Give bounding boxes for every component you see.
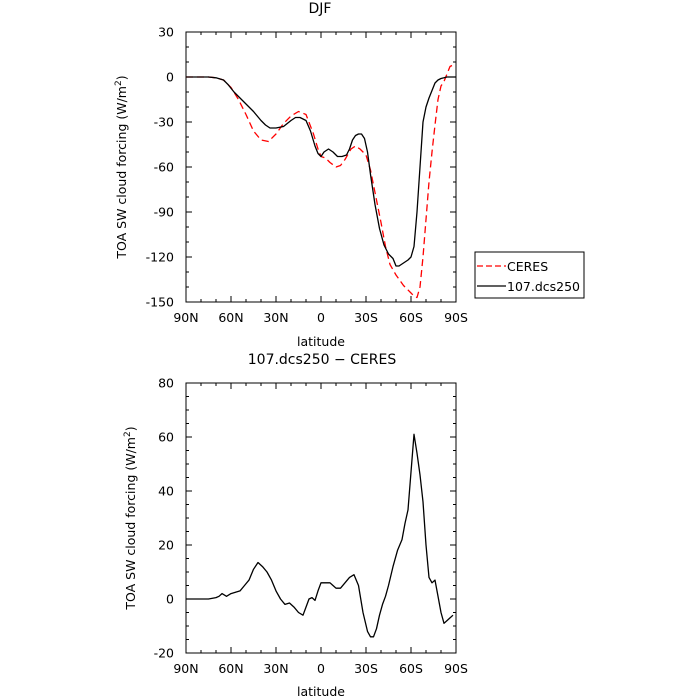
- bottom-y-tick-label: 80: [158, 376, 174, 391]
- top-panel: DJF 90N 60N 30N 0 30S 60S 90S 30 0 -30 -60 -90 -120…: [114, 1, 585, 349]
- bottom-plot-frame: [185, 382, 457, 654]
- top-x-tick-labels: 90N 60N 30N 0 30S 60S 90S: [173, 310, 468, 325]
- top-y-tick-label: -60: [154, 160, 174, 175]
- top-series-line-ceres: [186, 64, 454, 299]
- top-series-line-107-dcs250: [186, 76, 456, 267]
- bottom-axis-ticks: [185, 382, 457, 654]
- legend: CERES 107.dcs250: [474, 251, 585, 299]
- bottom-x-tick-label: 30S: [354, 661, 378, 676]
- legend-label-ceres: CERES: [507, 259, 548, 274]
- bottom-y-tick-label: 20: [158, 538, 174, 553]
- top-x-tick-label: 60S: [399, 310, 423, 325]
- top-y-tick-label: -150: [146, 295, 174, 310]
- bottom-x-tick-label: 60N: [218, 661, 243, 676]
- bottom-x-tick-label: 90N: [173, 661, 198, 676]
- top-y-tick-label: -120: [146, 250, 174, 265]
- top-chart-title: DJF: [309, 1, 332, 17]
- bottom-y-tick-label: -20: [154, 646, 174, 661]
- bottom-panel: 107.dcs250 − CERES 90N 60N 30N 0 30S 60S 90S 8…: [123, 352, 468, 699]
- bottom-chart-title: 107.dcs250 − CERES: [248, 352, 397, 368]
- top-y-tick-labels: 30 0 -30 -60 -90 -120 -150: [146, 25, 174, 310]
- bottom-x-tick-labels: 90N 60N 30N 0 30S 60S 90S: [173, 661, 468, 676]
- bottom-series-line-107-dcs250-ceres: [186, 433, 454, 638]
- bottom-x-tick-label: 60S: [399, 661, 423, 676]
- top-axis-ticks: [185, 31, 457, 303]
- top-x-tick-label: 90S: [444, 310, 468, 325]
- bottom-x-tick-label: 90S: [444, 661, 468, 676]
- top-y-axis-label: TOA SW cloud forcing (W/m2): [114, 75, 129, 259]
- bottom-x-axis-label: latitude: [297, 684, 345, 699]
- top-x-tick-label: 30N: [263, 310, 288, 325]
- top-y-tick-label: 30: [158, 25, 174, 40]
- bottom-y-tick-label: 40: [158, 484, 174, 499]
- top-x-tick-label: 30S: [354, 310, 378, 325]
- bottom-series-lines: [186, 433, 454, 638]
- top-plot-frame: [185, 31, 457, 303]
- bottom-y-tick-labels: 80 60 40 20 0 -20: [154, 376, 174, 661]
- top-x-tick-label: 0: [317, 310, 325, 325]
- top-series-lines: [186, 64, 456, 299]
- top-x-axis-label: latitude: [297, 334, 345, 349]
- legend-label-model: 107.dcs250: [507, 279, 580, 294]
- legend-box: [474, 251, 585, 299]
- bottom-x-tick-label: 30N: [263, 661, 288, 676]
- bottom-y-tick-label: 0: [166, 592, 174, 607]
- bottom-x-tick-label: 0: [317, 661, 325, 676]
- bottom-y-axis-label: TOA SW cloud forcing (W/m2): [123, 426, 138, 610]
- bottom-y-tick-label: 60: [158, 430, 174, 445]
- top-y-tick-label: 0: [166, 70, 174, 85]
- top-x-tick-label: 90N: [173, 310, 198, 325]
- top-y-tick-label: -30: [154, 115, 174, 130]
- top-y-tick-label: -90: [154, 205, 174, 220]
- top-x-tick-label: 60N: [218, 310, 243, 325]
